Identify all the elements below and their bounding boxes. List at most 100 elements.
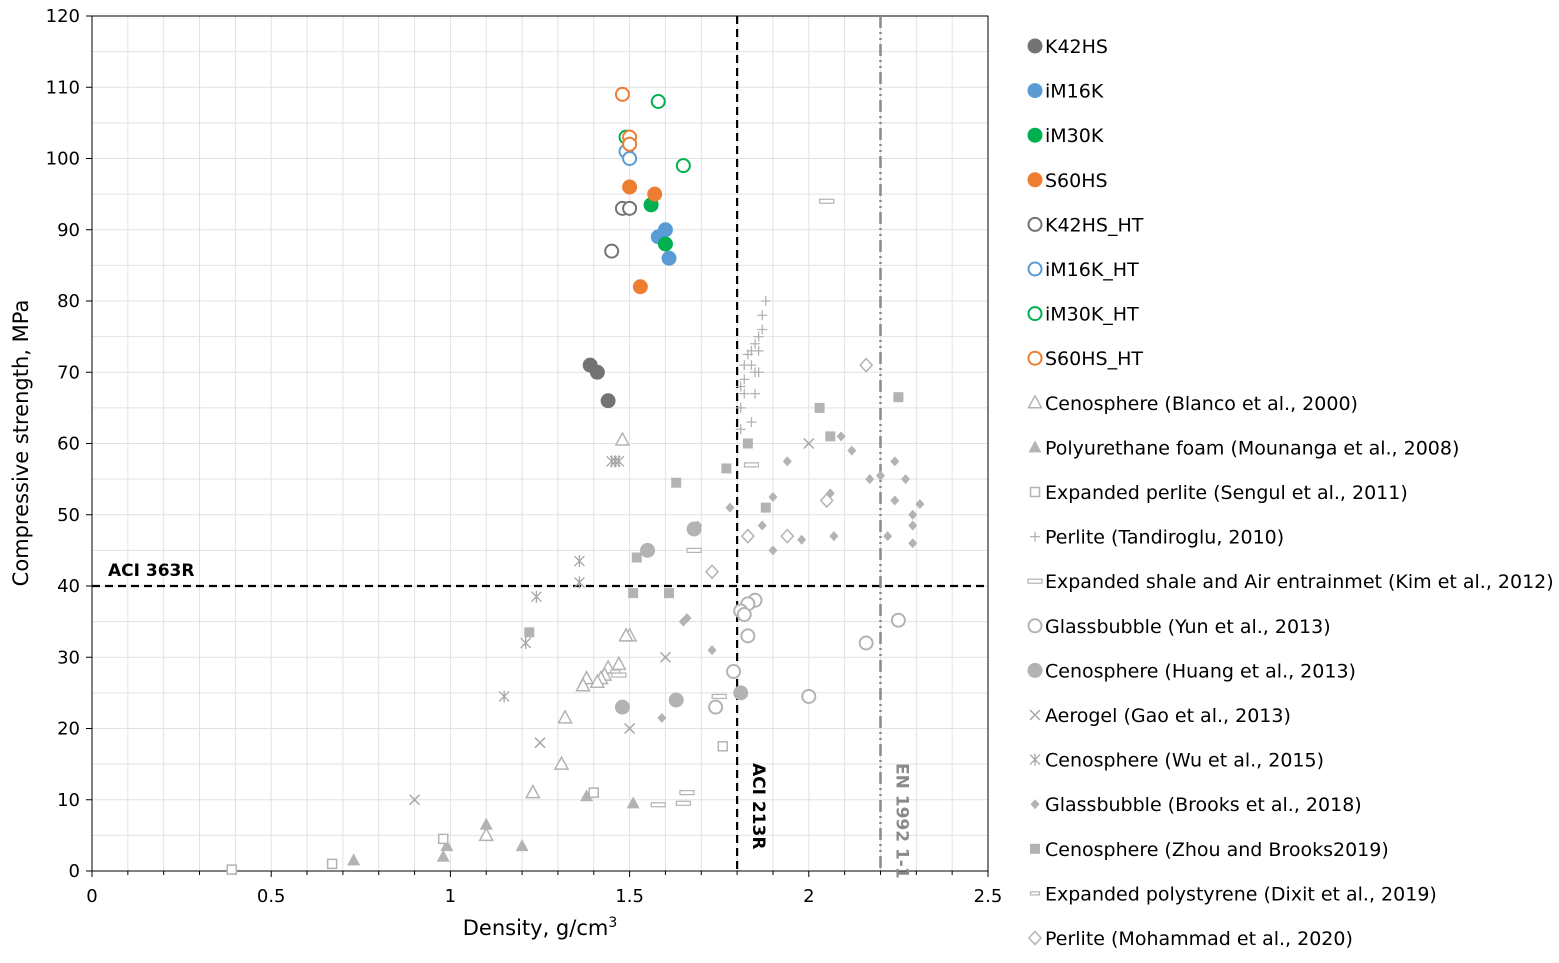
data-point (622, 136, 638, 152)
data-points (226, 86, 925, 875)
series-10 (226, 741, 729, 875)
legend-marker (1027, 578, 1043, 584)
x-tick-label: 1.5 (615, 886, 644, 907)
data-point (686, 547, 702, 553)
legend-label: iM16K (1045, 81, 1104, 103)
data-point (622, 151, 638, 166)
data-point (757, 310, 768, 321)
data-point (707, 645, 717, 656)
y-tick-label: 0 (69, 861, 80, 882)
data-point (614, 86, 630, 102)
data-point (750, 338, 761, 349)
data-point (573, 576, 585, 589)
data-point (780, 528, 795, 544)
legend-label: S60HS (1045, 170, 1108, 192)
data-point (588, 787, 600, 798)
series-7 (614, 86, 638, 152)
series-19 (610, 669, 621, 674)
data-point (610, 669, 621, 674)
data-point (440, 839, 454, 852)
legend-label: Glassbubble (Brooks et al., 2018) (1045, 794, 1362, 816)
series-20 (705, 357, 874, 580)
data-point (740, 628, 756, 644)
grid (92, 16, 988, 871)
data-point (782, 456, 792, 467)
data-point (890, 456, 900, 467)
legend-marker (1030, 531, 1040, 542)
data-point (726, 664, 742, 679)
data-point (750, 367, 761, 378)
legend-marker (1027, 83, 1043, 99)
data-point (883, 531, 893, 542)
x-tick-label: 0.5 (257, 886, 286, 907)
legend-label: K42HS (1045, 36, 1108, 58)
data-point (829, 531, 839, 542)
data-point (640, 542, 656, 558)
data-point (743, 462, 760, 468)
data-point (847, 445, 857, 456)
data-point (679, 790, 695, 796)
legend-label: Perlite (Tandiroglu, 2010) (1045, 527, 1284, 549)
data-point (624, 722, 636, 735)
reference-line-label: EN 1992 1-1 (891, 763, 911, 879)
legend-marker (1027, 930, 1043, 946)
data-point (757, 324, 768, 335)
data-point (498, 690, 510, 703)
data-point (650, 94, 666, 109)
y-axis-title: Compressive strength, MPa (9, 300, 33, 587)
series-16 (498, 455, 625, 703)
data-point (436, 849, 450, 862)
data-point (760, 296, 771, 306)
data-point (803, 437, 815, 450)
data-point (901, 474, 911, 485)
data-point (520, 637, 532, 649)
data-point (711, 693, 727, 700)
data-point (675, 158, 691, 174)
y-tick-label: 10 (57, 790, 80, 811)
legend-label: iM30K (1045, 125, 1104, 147)
data-point (735, 381, 746, 392)
y-tick-label: 20 (57, 719, 80, 740)
data-point (628, 588, 639, 599)
legend-marker (1030, 799, 1040, 810)
data-point (478, 826, 494, 842)
y-tick-label: 110 (46, 77, 80, 98)
data-point (721, 463, 732, 474)
series-1 (650, 222, 677, 266)
data-point (437, 833, 449, 845)
data-point (671, 477, 682, 488)
legend-label: Polyurethane foam (Mounanga et al., 2008… (1045, 437, 1459, 459)
data-point (908, 538, 918, 549)
data-point (735, 402, 746, 413)
data-point (668, 692, 684, 708)
data-point (742, 349, 753, 360)
data-point (768, 545, 778, 556)
x-axis-title: Density, g/cm3 (463, 915, 618, 940)
legend-marker (1027, 127, 1043, 143)
data-point (530, 590, 542, 603)
x-tick-label: 1 (445, 886, 456, 907)
legend-marker (1029, 486, 1041, 498)
data-point (657, 712, 667, 723)
data-point (661, 250, 677, 266)
data-point (618, 627, 634, 642)
axis-titles: Density, g/cm3 Compressive strength, MPa (9, 300, 617, 940)
data-point (659, 651, 671, 663)
y-tick-label: 120 (46, 6, 80, 27)
x-tick-label: 2.5 (974, 886, 1003, 907)
legend-marker (1027, 261, 1043, 277)
series-11 (735, 296, 771, 435)
legend-marker (1027, 662, 1043, 678)
reference-line-label: ACI 363R (108, 561, 194, 581)
data-point (693, 520, 703, 531)
legend-label: Cenosphere (Wu et al., 2015) (1045, 750, 1324, 772)
data-point (664, 588, 675, 599)
y-tick-label: 100 (46, 149, 80, 170)
data-point (750, 388, 761, 399)
data-point (525, 784, 541, 799)
data-point (825, 431, 836, 442)
data-point (746, 417, 757, 428)
legend-label: Perlite (Mohammad et al., 2020) (1045, 928, 1353, 950)
data-point (675, 800, 691, 806)
data-point (708, 699, 724, 715)
